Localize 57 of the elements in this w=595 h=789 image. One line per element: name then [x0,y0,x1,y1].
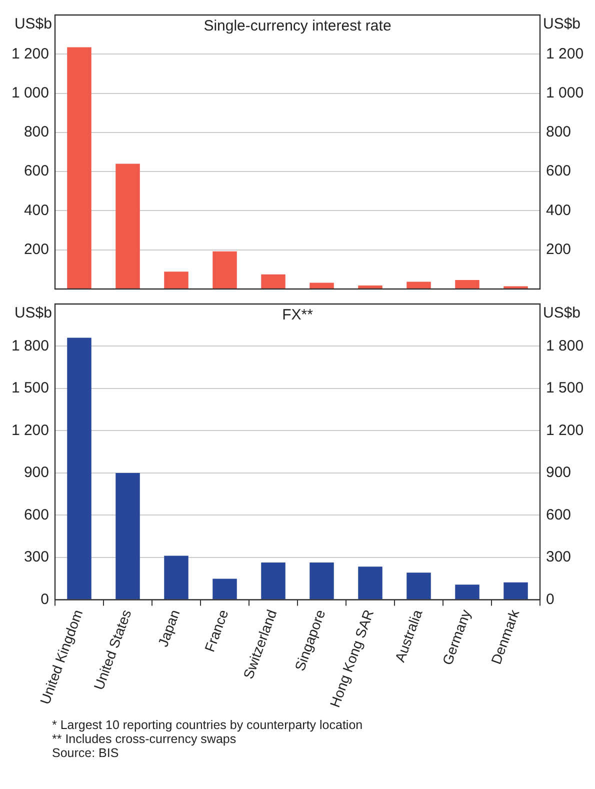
y2-tick-label: 900 [546,464,572,482]
y2-tick-label: 200 [546,241,572,258]
y2-tick-label: 1 200 [546,45,584,62]
y-axis-title: US$b [14,304,52,322]
y2-tick-label: 400 [546,202,572,219]
y2-axis-title: US$b [543,304,581,322]
x-tick-label: Japan [154,607,183,649]
y-tick-label: 600 [24,506,49,524]
y-tick-label: 1 800 [11,337,49,354]
bar [310,282,334,289]
y2-tick-label: 600 [546,162,572,180]
bar [164,272,188,289]
y-tick-label: 0 [40,590,49,608]
bar [67,47,92,289]
x-tick-label: United States [90,607,134,692]
bar [310,562,334,600]
bar [164,556,188,600]
bar [261,562,286,600]
y2-tick-label: 800 [546,124,572,141]
source-note: Source: BIS [52,746,120,760]
chart-title: Single-currency interest rate [204,18,392,35]
bar [455,584,480,600]
bar [67,338,92,600]
bar [212,251,237,289]
y-tick-label: 400 [24,202,49,219]
y-tick-label: 600 [24,162,49,180]
bar [358,566,382,600]
y2-tick-label: 300 [546,548,572,566]
bar [116,472,140,600]
y2-tick-label: 1 500 [546,380,584,397]
bar [406,282,431,289]
y-axis-title: US$b [14,16,52,33]
y-tick-label: 1 200 [11,45,49,62]
y-tick-label: 300 [24,548,49,566]
text: ** Includes cross-currency swaps [52,732,238,746]
bar [261,274,286,289]
x-tick-label: Hong Kong SAR [326,607,377,710]
bar [406,572,431,600]
y-tick-label: 1 500 [11,380,49,397]
bar [455,280,480,289]
y2-tick-label: 1 000 [546,84,584,102]
x-tick-label: France [201,607,232,654]
bar [116,164,140,289]
y-tick-label: 900 [24,464,49,482]
chart-title: FX** [282,306,314,324]
bar [504,582,528,600]
bar [212,578,237,600]
y2-tick-label: 600 [546,506,572,524]
y2-tick-label: 1 200 [546,422,584,439]
y-tick-label: 800 [24,124,49,141]
y2-tick-label: 1 800 [546,337,584,354]
y2-tick-label: 0 [546,590,554,608]
y-tick-label: 200 [24,241,49,258]
text: * Largest 10 reporting countries by counterparty location [52,718,364,732]
y-tick-label: 1 200 [11,422,49,439]
y2-axis-title: US$b [543,16,581,33]
y-tick-label: 1 000 [11,84,49,102]
